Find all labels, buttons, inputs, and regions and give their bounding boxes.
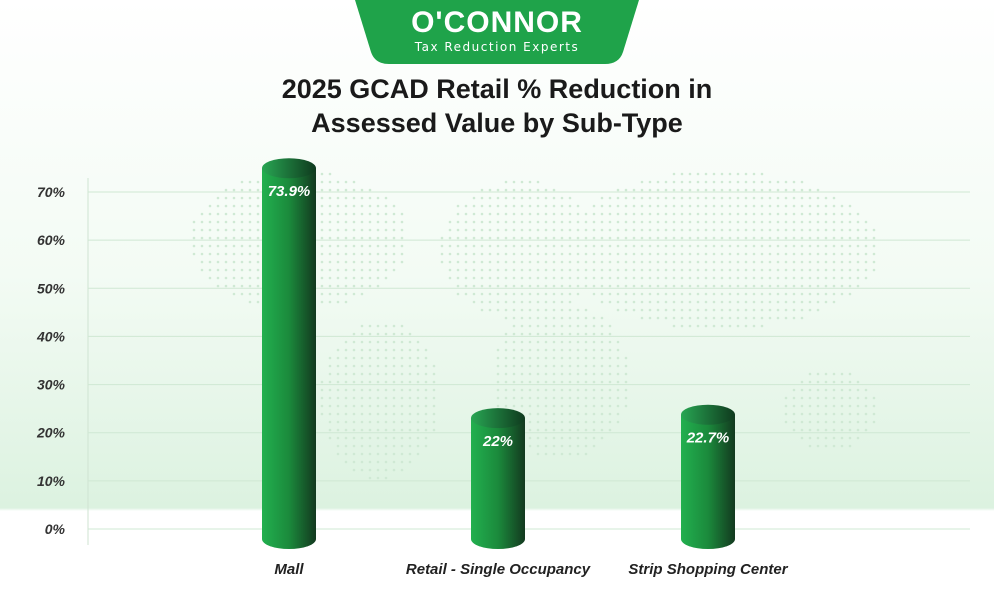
bar-value-label: 73.9%	[268, 183, 311, 200]
bar-top	[262, 158, 316, 179]
bar-3: 22.7%	[681, 404, 735, 549]
bar-value-label: 22.7%	[686, 430, 730, 447]
bar-body	[262, 168, 316, 549]
y-tick-label: 20%	[36, 425, 66, 441]
brand-tagline: Tax Reduction Experts	[414, 40, 580, 54]
chart-title-line-1: 2025 GCAD Retail % Reduction in	[281, 74, 713, 104]
x-category-label: Mall	[274, 561, 304, 578]
x-category-label: Strip Shopping Center	[628, 561, 788, 578]
x-category-label: Retail - Single Occupancy	[406, 561, 591, 578]
bar-top	[471, 408, 525, 429]
y-tick-label: 70%	[37, 184, 66, 200]
bar-value-label: 22%	[482, 433, 513, 450]
y-tick-label: 50%	[37, 280, 66, 296]
logo-badge	[355, 0, 639, 64]
y-tick-label: 30%	[37, 377, 66, 393]
chart-title-line-2: Assessed Value by Sub-Type	[311, 108, 683, 138]
y-tick-label: 10%	[37, 473, 66, 489]
brand-logo-text: O'CONNOR	[411, 6, 583, 39]
chart-title: 2025 GCAD Retail % Reduction in Assessed…	[150, 72, 844, 140]
y-tick-label: 0%	[45, 521, 66, 537]
bar-1: 73.9%	[262, 158, 316, 549]
bar-2: 22%	[471, 408, 525, 549]
y-tick-label: 40%	[36, 328, 66, 344]
bar-body	[681, 414, 735, 549]
y-tick-label: 60%	[37, 232, 66, 248]
bar-top	[681, 404, 735, 425]
bar-body	[471, 418, 525, 549]
